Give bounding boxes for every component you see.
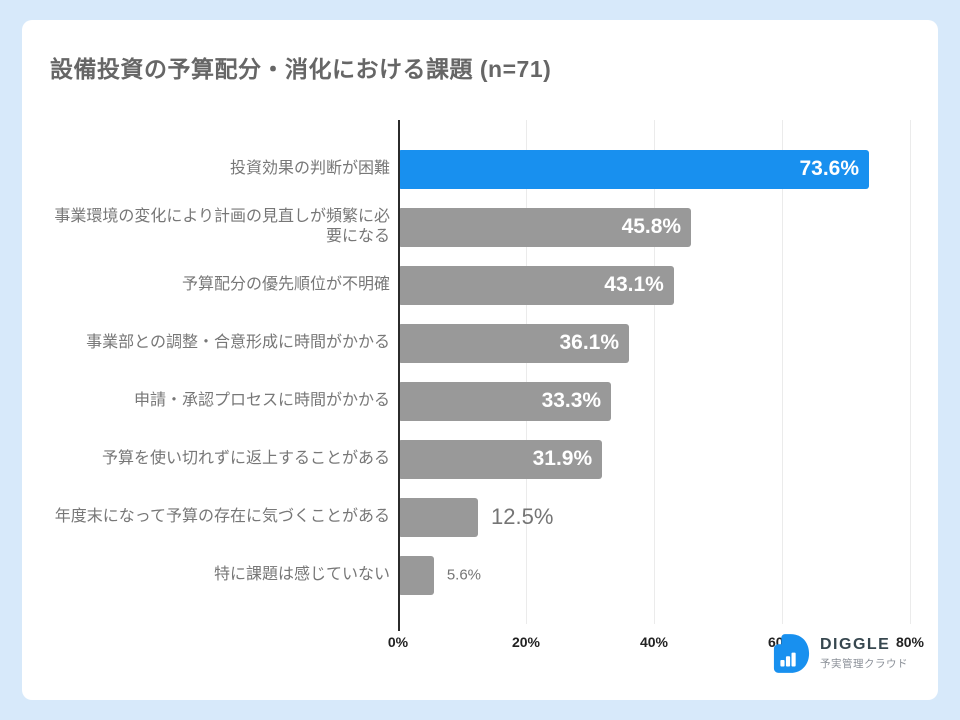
bar: 36.1% <box>398 323 630 363</box>
category-labels-column: 投資効果の判断が困難事業環境の変化により計画の見直しが頻繁に必要になる予算配分の… <box>50 120 398 624</box>
value-label: 5.6% <box>446 566 482 584</box>
x-axis-zero-tick <box>398 624 400 631</box>
brand-footer: DIGGLE 予実管理クラウド <box>773 633 908 674</box>
logo-name: DIGGLE <box>820 636 891 653</box>
value-label: 36.1% <box>559 331 620 354</box>
bar <box>398 555 434 595</box>
logo-text: DIGGLE 予実管理クラウド <box>820 636 908 671</box>
gridline <box>782 120 783 624</box>
x-tick-label: 20% <box>511 634 541 650</box>
logo-subtitle: 予実管理クラウド <box>820 658 908 670</box>
value-label: 43.1% <box>604 273 664 296</box>
bar-row: 43.1% <box>398 256 910 314</box>
bar-row: 12.5% <box>398 488 910 546</box>
bar <box>398 497 478 537</box>
x-tick-label: 80% <box>895 634 925 650</box>
bar-row: 36.1% <box>398 314 910 372</box>
category-label: 予算を使い切れずに返上することがある <box>101 450 390 467</box>
bar: 45.8% <box>398 207 692 247</box>
value-label: 31.9% <box>532 447 593 470</box>
bar-row: 5.6% <box>398 546 910 604</box>
value-label: 12.5% <box>491 504 554 529</box>
value-label: 73.6% <box>799 157 860 180</box>
diggle-d-barchart-icon <box>773 634 810 673</box>
bar: 73.6% <box>398 149 870 189</box>
category-label: 申請・承認プロセスに時間がかかる <box>133 392 390 409</box>
y-axis-line <box>398 120 400 624</box>
bar: 33.3% <box>398 381 612 421</box>
chart-card: 設備投資の予算配分・消化における課題 (n=71) 投資効果の判断が困難事業環境… <box>22 20 938 700</box>
bar-row: 31.9% <box>398 430 910 488</box>
category-label: 年度末になって予算の存在に気づくことがある <box>54 508 390 525</box>
bar: 43.1% <box>398 265 674 305</box>
plot-area: 73.6% 45.8% 43.1% 36.1% 33.3% 31.9% 12.5% 5.6% <box>398 120 911 631</box>
bar-row: 33.3% <box>398 372 910 430</box>
gridline <box>526 120 527 624</box>
gridline <box>654 120 655 624</box>
bar-row: 73.6% <box>398 140 910 198</box>
category-label: 投資効果の判断が困難 <box>229 160 390 177</box>
category-label: 特に課題は感じていない <box>213 566 390 583</box>
gridline <box>910 120 911 624</box>
value-label: 45.8% <box>621 215 682 238</box>
category-label: 事業部との調整・合意形成に時間がかかる <box>86 334 390 351</box>
x-tick-label: 0% <box>387 634 409 650</box>
bar-row: 45.8% <box>398 198 910 256</box>
category-label: 事業環境の変化により計画の見直しが頻繁に必要になる <box>54 208 390 245</box>
bar: 31.9% <box>398 439 603 479</box>
x-tick-label: 40% <box>639 634 669 650</box>
value-label: 33.3% <box>541 389 602 412</box>
chart-title: 設備投資の予算配分・消化における課題 (n=71) <box>50 56 552 82</box>
bar-chart: 投資効果の判断が困難事業環境の変化により計画の見直しが頻繁に必要になる予算配分の… <box>50 120 911 631</box>
category-label: 予算配分の優先順位が不明確 <box>181 276 390 293</box>
ticks-spacer <box>50 634 398 654</box>
